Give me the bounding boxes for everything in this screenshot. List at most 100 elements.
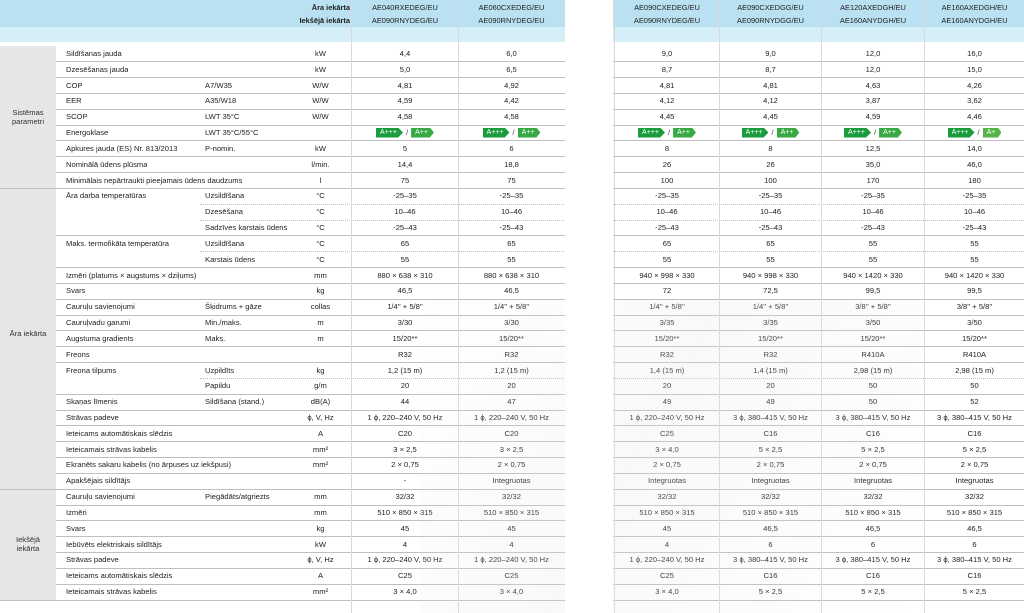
table-row: Svars kg 45 45 45 46,5 46,5 46,5 xyxy=(0,520,1024,536)
value-cell: 940 × 1420 × 330 xyxy=(843,270,903,280)
value-cell: -25–35 xyxy=(393,191,417,201)
energy-badge-55: A+ xyxy=(982,127,1002,138)
energy-badges: A+++ / A+ xyxy=(947,127,1002,138)
row-label: Minimālais nepārtraukti pieejamais ūdens… xyxy=(66,175,243,185)
table-row: Freona tilpums Uzpildīts kg 1,2 (15 m) 1,2 (… xyxy=(0,362,1024,378)
value-cell: -25–35 xyxy=(499,191,524,201)
row-unit: A xyxy=(317,571,324,581)
value-cell: 100 xyxy=(660,175,674,185)
value-cell: 4,45 xyxy=(659,112,675,122)
value-cell: 4 xyxy=(402,539,408,549)
value-cell: Integruotas xyxy=(854,476,892,486)
value-cell: 15/20** xyxy=(860,333,886,343)
row-unit: A xyxy=(317,428,324,438)
energy-badges: A+++ / A++ xyxy=(482,127,541,138)
value-cell: 100 xyxy=(764,175,777,185)
model-indoor-5: AE160ANYDGH/EU xyxy=(839,16,907,25)
value-cell: 4,45 xyxy=(763,112,778,122)
energy-badge-55: A++ xyxy=(879,127,902,138)
row-unit: mm xyxy=(314,270,327,280)
value-cell: -25–43 xyxy=(861,223,885,233)
energy-badge-35: A+++ xyxy=(638,127,665,138)
value-cell: R32 xyxy=(398,349,412,359)
value-cell: 55 xyxy=(868,238,878,248)
value-cell: 15/20** xyxy=(758,333,783,343)
value-cell: 1 ϕ, 220–240 V, 50 Hz xyxy=(629,412,705,422)
table-row: Svars kg 46,5 46,5 72 72,5 99,5 99,5 xyxy=(0,283,1024,299)
row-label: Strāvas padeve xyxy=(66,555,119,565)
row-unit xyxy=(298,125,343,141)
value-cell: 4,59 xyxy=(397,96,413,106)
row-label: Ekranēts sakaru kabelis (no ārpuses uz i… xyxy=(66,460,232,470)
value-cell: C20 xyxy=(504,428,519,438)
value-cell: 510 × 850 × 315 xyxy=(845,507,901,517)
column-group-gap xyxy=(565,0,613,613)
value-cell: 2 × 0,75 xyxy=(960,460,989,470)
value-cell: 50 xyxy=(868,397,878,407)
header-background xyxy=(0,0,1024,14)
value-cell: 49 xyxy=(766,397,775,407)
value-cell: 3/35 xyxy=(763,318,778,328)
row-divider xyxy=(56,346,1024,348)
value-cell: 18,8 xyxy=(504,159,519,169)
value-cell: -25–43 xyxy=(655,223,679,233)
row-unit: m xyxy=(317,333,324,343)
table-row: Sildīšanas jauda kW 4,4 6,0 9,0 9,0 12,0 16,0 xyxy=(0,46,1024,62)
table-row: Cauruļu savienojumi Šķidrums + gāze collas… xyxy=(0,299,1024,315)
value-cell: 4,46 xyxy=(967,112,982,122)
energy-class-cell: A+++ / A++ xyxy=(822,125,924,141)
value-cell: C20 xyxy=(398,428,412,438)
energy-badge-35: A+++ xyxy=(482,127,510,138)
value-cell: 2,98 (15 m) xyxy=(955,365,994,375)
value-cell: 510 × 850 × 315 xyxy=(639,507,695,517)
row-unit: mm xyxy=(314,492,327,502)
row-label: Dzesēšanas jauda xyxy=(66,64,129,74)
value-cell: Integruotas xyxy=(955,476,994,486)
row-label: Cauruļu savienojumi xyxy=(66,302,135,312)
model-outdoor-6: AE160AXEDGH/EU xyxy=(941,2,1008,12)
value-cell: 1 ϕ, 220–240 V, 50 Hz xyxy=(367,412,443,422)
model-indoor-6: AE160ANYDGH/EU xyxy=(941,16,1008,25)
value-cell: 3/8'' + 5/8'' xyxy=(956,302,993,312)
value-cell: 8,7 xyxy=(765,64,776,74)
value-cell: C16 xyxy=(967,571,982,581)
table-row: Apkures jauda (ES) Nr. 813/2013 P-nomin. k… xyxy=(0,140,1024,156)
value-cell: 1 ϕ, 220–240 V, 50 Hz xyxy=(367,555,443,565)
header-label-outdoor: Āra iekārta xyxy=(311,2,350,12)
value-cell: R32 xyxy=(763,349,778,359)
row-unit: kW xyxy=(315,539,326,549)
value-cell: 4,12 xyxy=(763,96,778,106)
table-row: Dzesēšana °C 10–46 10–46 10–46 10–46 10–46 10–4… xyxy=(0,204,1024,220)
row-sublabel: Piegādāts/atgriezts xyxy=(205,492,270,502)
value-cell: 510 × 850 × 315 xyxy=(742,507,799,517)
value-cell: 940 × 1420 × 330 xyxy=(944,270,1005,280)
row-sublabel: Sildīšana (stand.) xyxy=(205,397,265,407)
value-cell: 3 ϕ, 380–415 V, 50 Hz xyxy=(937,555,1012,565)
value-cell: C16 xyxy=(866,428,880,438)
row-label: Ieteicamais strāvas kabelis xyxy=(66,587,157,597)
row-label: Sildīšanas jauda xyxy=(66,48,122,58)
value-cell: C16 xyxy=(967,428,982,438)
row-sublabel: Uzsildīšana xyxy=(205,191,245,201)
value-cell: 170 xyxy=(866,175,880,185)
row-sublabel: Karstais ūdens xyxy=(205,254,256,264)
value-cell: 4,59 xyxy=(865,112,881,122)
value-cell: 32/32 xyxy=(395,492,415,502)
row-divider xyxy=(56,520,1024,522)
row-divider xyxy=(56,77,1024,79)
row-unit: W/W xyxy=(312,80,329,90)
row-divider xyxy=(56,267,1024,269)
row-divider xyxy=(0,187,1024,189)
row-sublabel: Uzpildīts xyxy=(205,365,235,375)
value-cell: 26 xyxy=(662,159,672,169)
value-cell: 3 × 4,0 xyxy=(655,587,679,597)
column-separator xyxy=(924,0,925,613)
row-unit: ϕ, V, Hz xyxy=(307,412,334,422)
model-indoor-3: AE090RNYDEG/EU xyxy=(633,16,701,25)
model-indoor-1: AE090RNYDEG/EU xyxy=(371,16,439,25)
table-row: Maks. termofikāta temperatūra Uzsildīšana… xyxy=(0,235,1024,251)
column-separator xyxy=(719,0,720,613)
value-cell: 4 xyxy=(664,539,670,549)
value-cell: 2 × 0,75 xyxy=(391,460,419,470)
value-cell: 45 xyxy=(662,523,672,533)
